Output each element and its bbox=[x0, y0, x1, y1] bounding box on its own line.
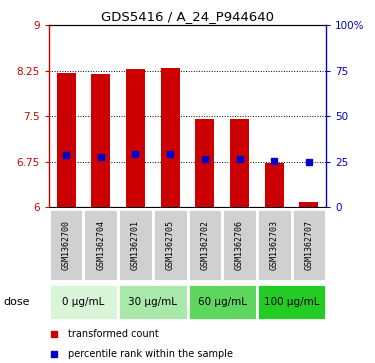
Text: 0 μg/mL: 0 μg/mL bbox=[62, 297, 105, 307]
Text: GSM1362705: GSM1362705 bbox=[166, 220, 175, 270]
Bar bbox=[160, 68, 180, 207]
Bar bbox=[265, 163, 284, 207]
Bar bbox=[195, 119, 214, 207]
Text: transformed count: transformed count bbox=[68, 329, 159, 339]
FancyBboxPatch shape bbox=[292, 209, 326, 281]
Text: percentile rank within the sample: percentile rank within the sample bbox=[68, 349, 233, 359]
Text: GSM1362702: GSM1362702 bbox=[200, 220, 209, 270]
Text: 60 μg/mL: 60 μg/mL bbox=[198, 297, 247, 307]
Bar bbox=[126, 69, 145, 207]
Bar bbox=[230, 119, 249, 207]
FancyBboxPatch shape bbox=[118, 209, 153, 281]
FancyBboxPatch shape bbox=[188, 284, 257, 321]
Title: GDS5416 / A_24_P944640: GDS5416 / A_24_P944640 bbox=[101, 10, 274, 23]
Text: 30 μg/mL: 30 μg/mL bbox=[128, 297, 177, 307]
FancyBboxPatch shape bbox=[257, 209, 292, 281]
Text: GSM1362701: GSM1362701 bbox=[131, 220, 140, 270]
FancyBboxPatch shape bbox=[222, 209, 257, 281]
Text: GSM1362704: GSM1362704 bbox=[96, 220, 105, 270]
Bar bbox=[299, 202, 318, 207]
FancyBboxPatch shape bbox=[118, 284, 188, 321]
Bar bbox=[57, 73, 76, 207]
FancyBboxPatch shape bbox=[257, 284, 326, 321]
Text: GSM1362706: GSM1362706 bbox=[235, 220, 244, 270]
Text: GSM1362707: GSM1362707 bbox=[304, 220, 313, 270]
Text: GSM1362700: GSM1362700 bbox=[62, 220, 70, 270]
FancyBboxPatch shape bbox=[83, 209, 118, 281]
FancyBboxPatch shape bbox=[49, 284, 118, 321]
Text: dose: dose bbox=[3, 297, 30, 307]
Text: GSM1362703: GSM1362703 bbox=[270, 220, 279, 270]
FancyBboxPatch shape bbox=[49, 209, 83, 281]
FancyBboxPatch shape bbox=[188, 209, 222, 281]
FancyBboxPatch shape bbox=[153, 209, 188, 281]
Bar bbox=[91, 74, 110, 207]
Text: 100 μg/mL: 100 μg/mL bbox=[264, 297, 319, 307]
